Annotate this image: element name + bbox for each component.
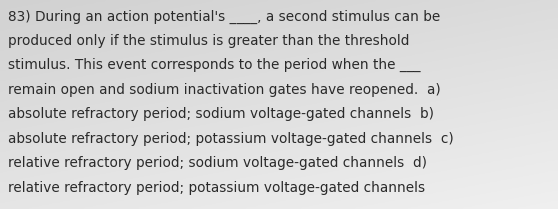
Text: remain open and sodium inactivation gates have reopened.  a): remain open and sodium inactivation gate… — [8, 83, 441, 97]
Text: absolute refractory period; potassium voltage-gated channels  c): absolute refractory period; potassium vo… — [8, 132, 454, 146]
Text: relative refractory period; potassium voltage-gated channels: relative refractory period; potassium vo… — [8, 181, 426, 195]
Text: stimulus. This event corresponds to the period when the ___: stimulus. This event corresponds to the … — [8, 58, 421, 73]
Text: absolute refractory period; sodium voltage-gated channels  b): absolute refractory period; sodium volta… — [8, 107, 434, 121]
Text: produced only if the stimulus is greater than the threshold: produced only if the stimulus is greater… — [8, 34, 410, 48]
Text: 83) During an action potential's ____, a second stimulus can be: 83) During an action potential's ____, a… — [8, 9, 441, 24]
Text: relative refractory period; sodium voltage-gated channels  d): relative refractory period; sodium volta… — [8, 156, 427, 170]
